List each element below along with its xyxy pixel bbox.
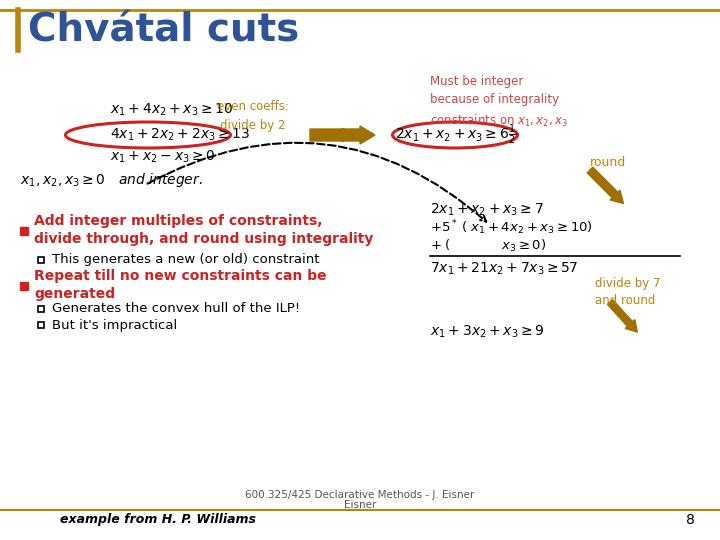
Text: example from H. P. Williams: example from H. P. Williams — [60, 514, 256, 526]
Text: $7x_1 + 21x_2 + 7x_3 \geq 57$: $7x_1 + 21x_2 + 7x_3 \geq 57$ — [430, 261, 578, 277]
Text: Repeat till no new constraints can be
generated: Repeat till no new constraints can be ge… — [34, 269, 327, 301]
Text: $2x_1 + x_2 + x_3 \geq 6\frac{1}{2}$: $2x_1 + x_2 + x_3 \geq 6\frac{1}{2}$ — [395, 123, 516, 147]
Bar — [38, 322, 44, 328]
Text: $x_1 + 4x_2 + x_3 \geq 10$: $x_1 + 4x_2 + x_3 \geq 10$ — [110, 102, 233, 118]
Text: This generates a new (or old) constraint: This generates a new (or old) constraint — [52, 253, 320, 267]
Text: Generates the convex hull of the ILP!: Generates the convex hull of the ILP! — [52, 302, 300, 315]
Text: divide by 7
and round: divide by 7 and round — [595, 276, 660, 307]
Bar — [20, 227, 28, 235]
Text: $x_1 + 3x_2 + x_3 \geq 9$: $x_1 + 3x_2 + x_3 \geq 9$ — [430, 324, 544, 340]
FancyArrow shape — [608, 300, 637, 332]
Text: Add integer multiples of constraints,
divide through, and round using integralit: Add integer multiples of constraints, di… — [34, 214, 374, 246]
Bar — [20, 282, 28, 290]
Bar — [38, 257, 44, 263]
Text: Chvátal cuts: Chvátal cuts — [28, 11, 300, 49]
Text: $+ 5^* \; ( \; x_1 + 4x_2 + x_3 \geq 10)$: $+ 5^* \; ( \; x_1 + 4x_2 + x_3 \geq 10)… — [430, 219, 593, 238]
Text: $x_1, x_2, x_3 \geq 0$   and integer.: $x_1, x_2, x_3 \geq 0$ and integer. — [20, 171, 203, 189]
Text: $+ \; ($$\quad\quad\quad\quad x_3 \geq 0)$: $+ \; ($$\quad\quad\quad\quad x_3 \geq 0… — [430, 238, 546, 254]
Text: 600.325/425 Declarative Methods - J. Eisner: 600.325/425 Declarative Methods - J. Eis… — [246, 490, 474, 500]
Text: Eisner: Eisner — [344, 500, 376, 510]
Text: $x_1 + x_2 - x_3 \geq 0$: $x_1 + x_2 - x_3 \geq 0$ — [110, 149, 215, 165]
Text: But it's impractical: But it's impractical — [52, 319, 177, 332]
Bar — [38, 306, 44, 312]
FancyArrow shape — [310, 126, 375, 144]
Text: 8: 8 — [686, 513, 695, 527]
FancyArrow shape — [588, 167, 624, 204]
Text: $4x_1 + 2x_2 + 2x_3 \geq 13$: $4x_1 + 2x_2 + 2x_3 \geq 13$ — [110, 127, 251, 143]
Text: even coeffs:
divide by 2: even coeffs: divide by 2 — [217, 100, 289, 132]
Text: round: round — [590, 156, 626, 168]
Text: Must be integer
because of integrality
constraints on $x_1,x_2,x_3$: Must be integer because of integrality c… — [430, 76, 568, 129]
Text: $2x_1 + x_2 + x_3 \geq 7$: $2x_1 + x_2 + x_3 \geq 7$ — [430, 202, 544, 218]
